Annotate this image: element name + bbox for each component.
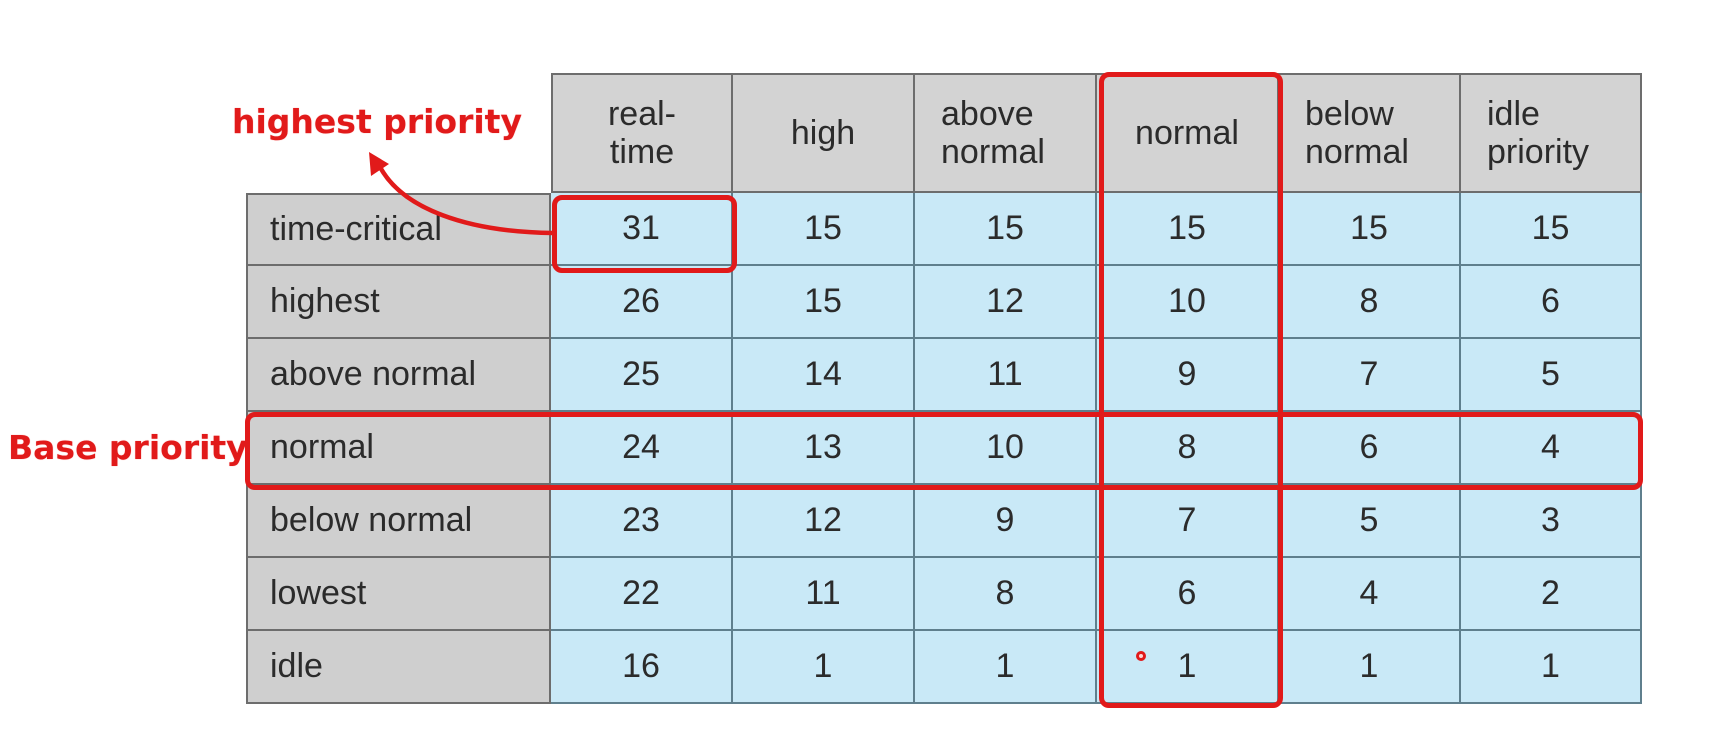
table-cell: 11 — [915, 339, 1097, 412]
table-cell: 26 — [551, 266, 733, 339]
table-cell: 5 — [1279, 485, 1461, 558]
table-cell: 15 — [1279, 193, 1461, 266]
table-cell: 15 — [1461, 193, 1642, 266]
table-cell: 5 — [1461, 339, 1642, 412]
column-header: above normal — [915, 73, 1097, 193]
table-cell: 2 — [1461, 558, 1642, 631]
table-cell: 6 — [1279, 412, 1461, 485]
row-header: time-critical — [246, 193, 551, 266]
table-cell: 1 — [915, 631, 1097, 704]
table-cell: 15 — [1097, 193, 1279, 266]
row-header: normal — [246, 412, 551, 485]
table-cell: 11 — [733, 558, 915, 631]
table-cell: 15 — [733, 266, 915, 339]
table-cell: 8 — [1279, 266, 1461, 339]
table-cell: 6 — [1097, 558, 1279, 631]
table-cell: 1 — [733, 631, 915, 704]
table-cell: 12 — [733, 485, 915, 558]
column-header: high — [733, 73, 915, 193]
table-cell: 9 — [915, 485, 1097, 558]
row-header: above normal — [246, 339, 551, 412]
table-cell: 9 — [1097, 339, 1279, 412]
table-cell: 24 — [551, 412, 733, 485]
table-cell: 14 — [733, 339, 915, 412]
column-header: idle priority — [1461, 73, 1642, 193]
table-cell: 4 — [1461, 412, 1642, 485]
base-priority-annotation: Base priority — [8, 428, 248, 467]
column-header: real- time — [551, 73, 733, 193]
table-cell: 3 — [1461, 485, 1642, 558]
highest-priority-annotation: highest priority — [232, 102, 522, 141]
table-cell: 23 — [551, 485, 733, 558]
table-cell: 1 — [1097, 631, 1279, 704]
table-cell: 12 — [915, 266, 1097, 339]
table-cell: 8 — [915, 558, 1097, 631]
column-header: normal — [1097, 73, 1279, 193]
table-cell: 25 — [551, 339, 733, 412]
table-cell: 15 — [733, 193, 915, 266]
row-header: highest — [246, 266, 551, 339]
table-cell: 4 — [1279, 558, 1461, 631]
row-header: below normal — [246, 485, 551, 558]
table-cell: 15 — [915, 193, 1097, 266]
table-cell: 7 — [1097, 485, 1279, 558]
table-cell: 1 — [1461, 631, 1642, 704]
table-cell: 7 — [1279, 339, 1461, 412]
column-header: below normal — [1279, 73, 1461, 193]
table-cell: 1 — [1279, 631, 1461, 704]
row-header: lowest — [246, 558, 551, 631]
table-cell: 16 — [551, 631, 733, 704]
table-cell: 22 — [551, 558, 733, 631]
table-cell: 8 — [1097, 412, 1279, 485]
table-cell: 10 — [1097, 266, 1279, 339]
pointer-dot-icon — [1136, 651, 1146, 661]
table-cell: 6 — [1461, 266, 1642, 339]
arrowhead-icon — [369, 152, 389, 176]
row-header: idle — [246, 631, 551, 704]
table-cell: 31 — [551, 193, 733, 266]
table-cell: 13 — [733, 412, 915, 485]
table-cell: 10 — [915, 412, 1097, 485]
